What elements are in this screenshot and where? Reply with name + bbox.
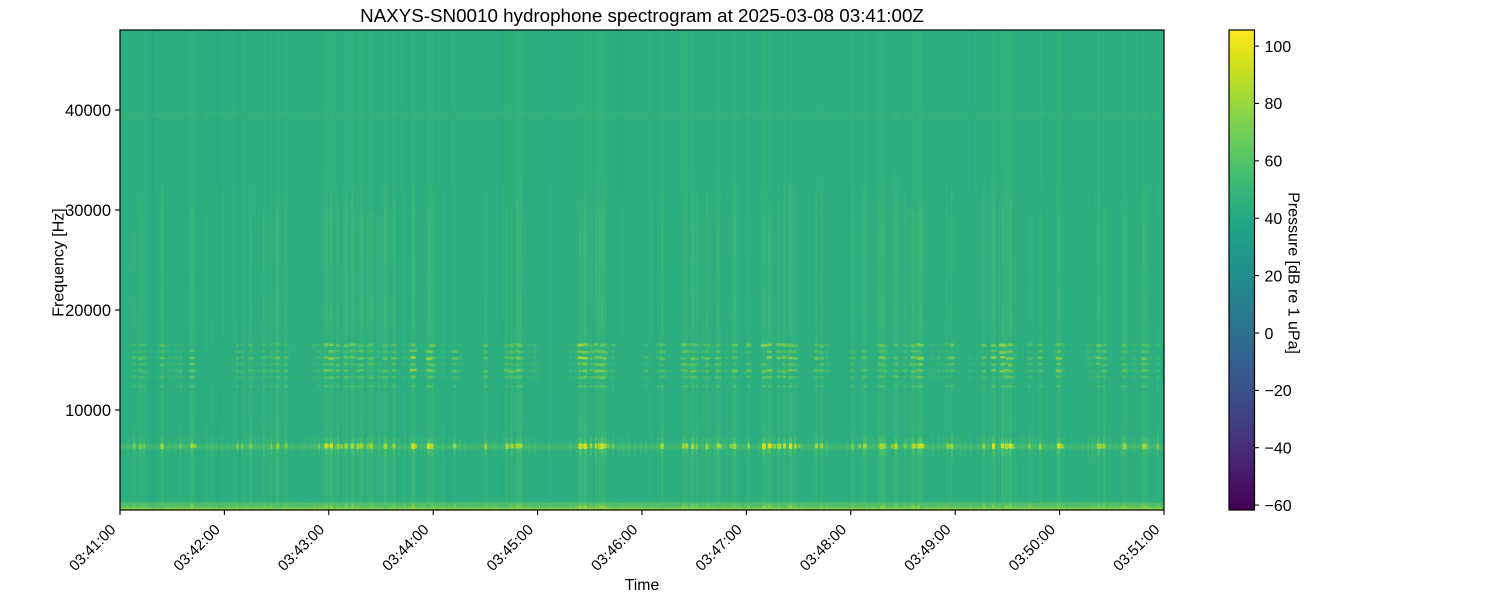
svg-text:30000: 30000: [65, 202, 111, 220]
svg-text:40000: 40000: [65, 102, 111, 120]
svg-text:−40: −40: [1265, 441, 1292, 458]
svg-text:40: 40: [1265, 211, 1283, 228]
svg-text:Pressure [dB re 1 uPa]: Pressure [dB re 1 uPa]: [1285, 192, 1302, 354]
svg-text:20: 20: [1265, 268, 1283, 285]
svg-text:10000: 10000: [65, 402, 111, 420]
svg-text:60: 60: [1265, 154, 1283, 171]
svg-text:Frequency [Hz]: Frequency [Hz]: [51, 208, 68, 316]
svg-text:20000: 20000: [65, 302, 111, 320]
svg-text:−60: −60: [1265, 498, 1292, 515]
svg-text:80: 80: [1265, 96, 1283, 113]
svg-text:−20: −20: [1265, 383, 1292, 400]
svg-text:100: 100: [1265, 39, 1292, 56]
svg-text:0: 0: [1265, 326, 1274, 343]
svg-text:NAXYS-SN0010 hydrophone spectr: NAXYS-SN0010 hydrophone spectrogram at 2…: [360, 5, 924, 26]
svg-text:Time: Time: [625, 577, 660, 594]
